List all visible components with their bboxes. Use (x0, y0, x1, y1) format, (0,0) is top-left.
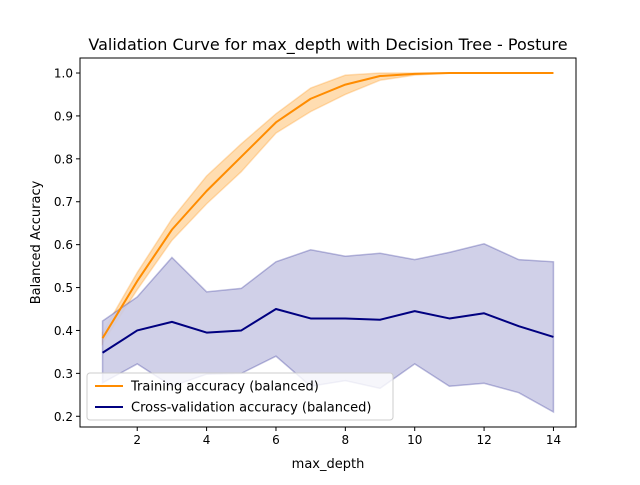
axes-frame (79, 57, 577, 428)
x-tick-label: 12 (476, 433, 491, 447)
y-tick-label: 0.9 (54, 109, 73, 123)
y-tick-label: 1.0 (54, 67, 73, 81)
y-tick-label: 0.7 (54, 195, 73, 209)
legend-box (86, 372, 394, 421)
y-tick-label: 0.8 (54, 152, 73, 166)
y-tick-label: 0.4 (54, 324, 73, 338)
x-tick-label: 4 (203, 433, 211, 447)
x-tick-label: 6 (272, 433, 280, 447)
chart-title: Validation Curve for max_depth with Deci… (88, 35, 567, 55)
cv-line (102, 308, 554, 354)
y-axis-label: Balanced Accuracy (29, 180, 44, 304)
y-tick-label: 0.5 (54, 281, 73, 295)
legend-label-cv: Cross-validation accuracy (balanced) (131, 401, 371, 416)
legend-label-training: Training accuracy (balanced) (130, 380, 319, 395)
y-tick-label: 0.3 (54, 367, 73, 381)
x-axis-label: max_depth (292, 457, 365, 472)
x-tick-label: 8 (342, 433, 350, 447)
y-tick-label: 0.2 (54, 410, 73, 424)
x-tick-label: 14 (546, 433, 561, 447)
x-tick-label: 10 (407, 433, 422, 447)
x-tick-label: 2 (133, 433, 141, 447)
legend: Training accuracy (balanced) Cross-valid… (86, 372, 394, 421)
training-line (101, 72, 554, 339)
y-tick-label: 0.6 (54, 238, 73, 252)
